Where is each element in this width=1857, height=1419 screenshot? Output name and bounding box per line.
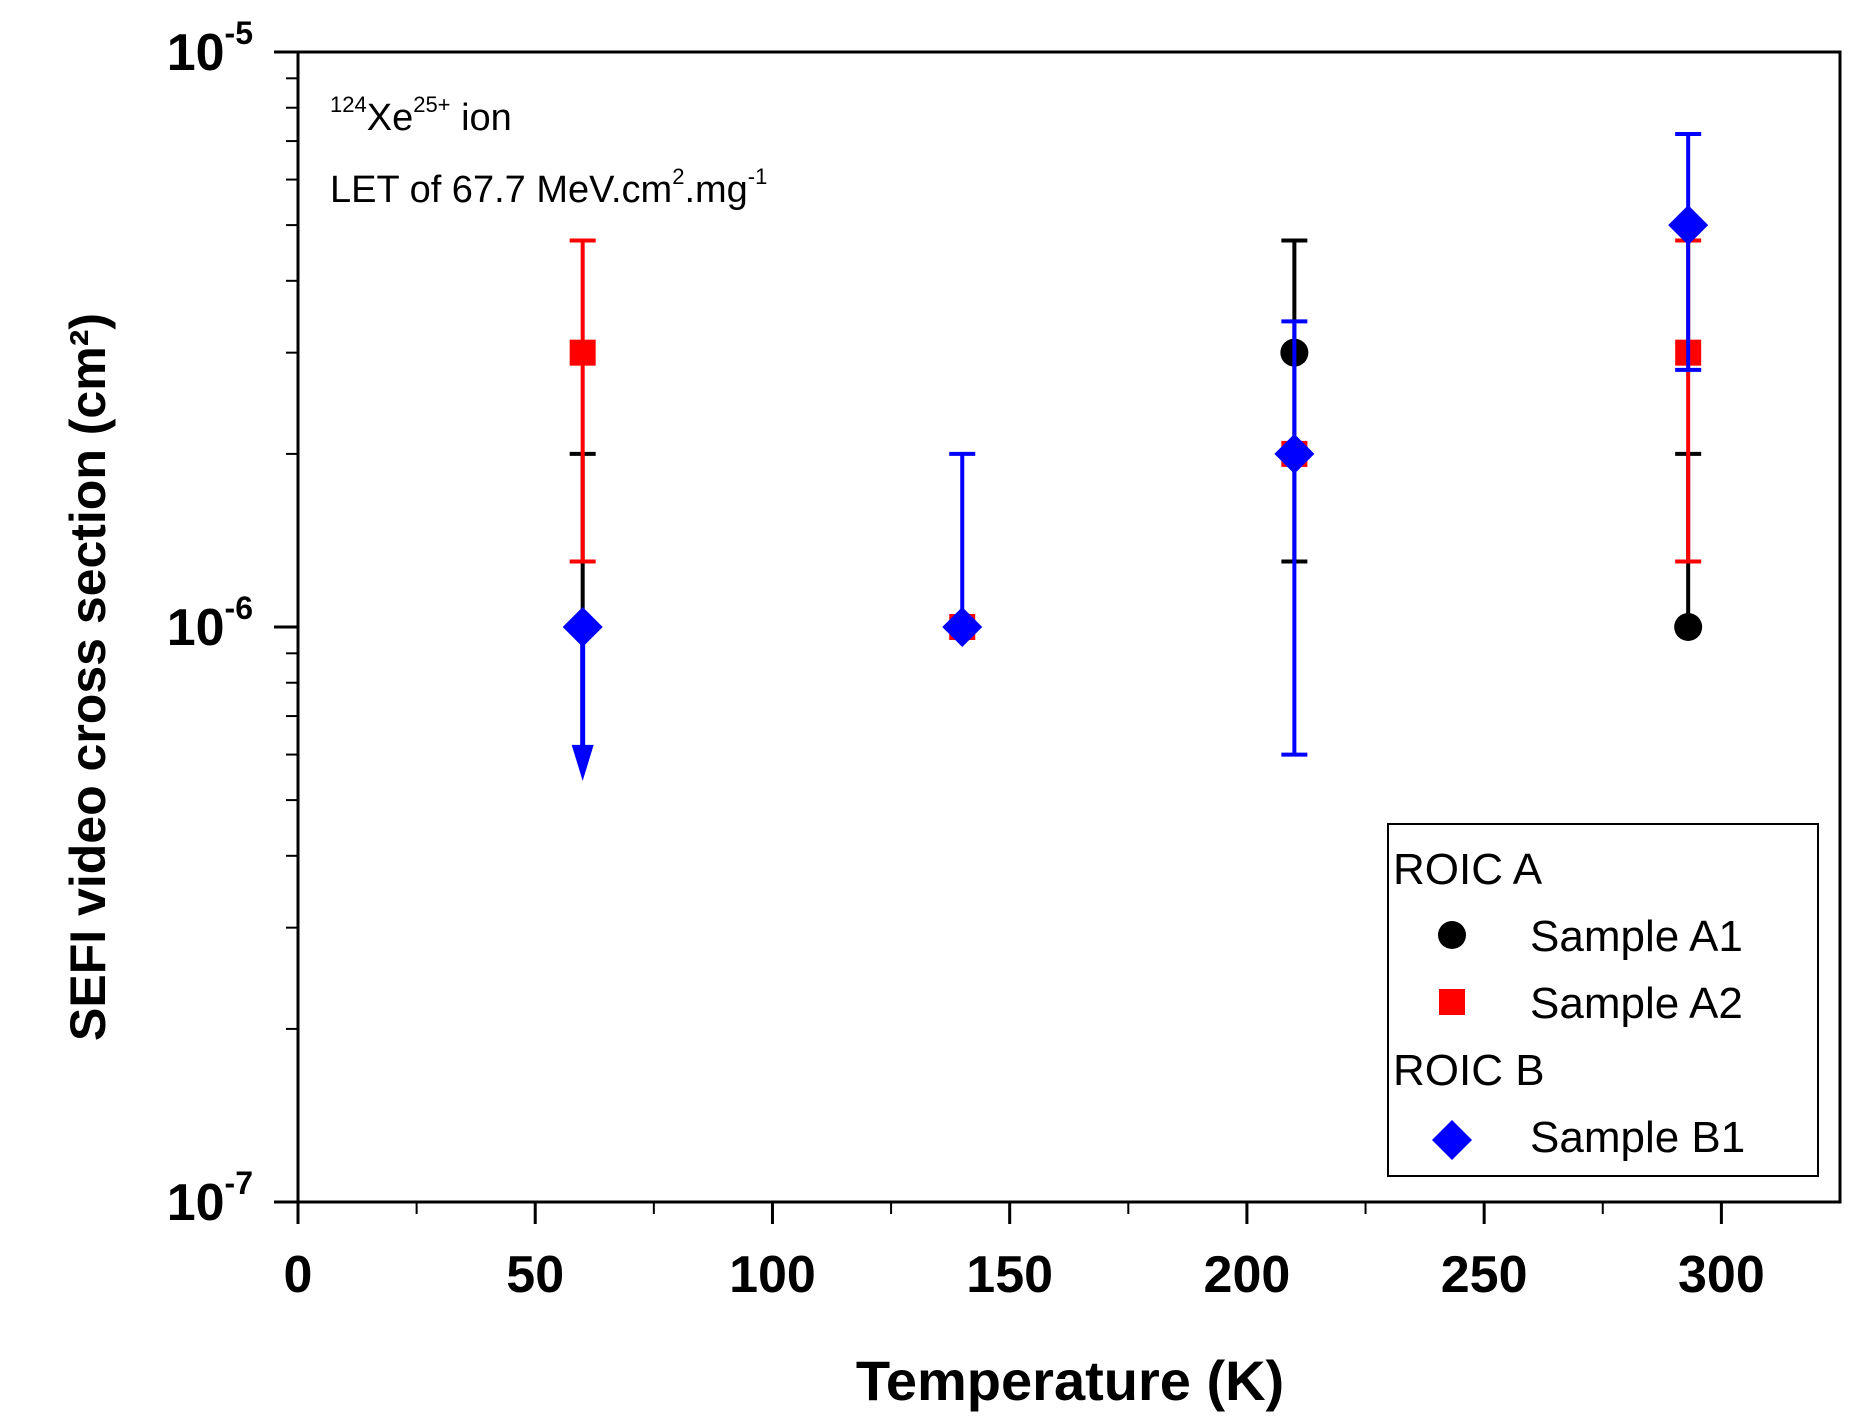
legend-label-sample-a1: Sample A1 <box>1530 912 1743 961</box>
let-mid: .mg <box>684 169 747 211</box>
y-axis: 10-710-610-5 <box>167 15 298 1232</box>
x-axis: 0 50 100 150 200 250 300 <box>284 1202 1765 1304</box>
y-tick-label: 10-6 <box>167 590 253 657</box>
series-sample-a2 <box>569 238 1702 640</box>
y-tick-exponent: -6 <box>225 590 253 626</box>
upper-limit-arrow <box>571 744 594 781</box>
x-tick-label: 250 <box>1441 1246 1528 1304</box>
legend-marker-sample-b1 <box>1432 1120 1472 1160</box>
legend: ROIC A Sample A1 Sample A2 ROIC B Sample… <box>1387 823 1819 1177</box>
legend-marker-sample-a1 <box>1438 921 1466 949</box>
x-tick-label: 0 <box>284 1246 313 1304</box>
legend-group-roic-b: ROIC B <box>1393 1046 1545 1095</box>
x-tick-label: 200 <box>1204 1246 1291 1304</box>
data-point <box>1668 205 1709 246</box>
series-sample-b1 <box>562 132 1709 781</box>
let-exp2: -1 <box>748 164 768 189</box>
y-tick-exponent: -7 <box>225 1165 253 1201</box>
y-tick-label: 10-5 <box>167 15 253 82</box>
legend-marker-sample-a2 <box>1439 989 1465 1015</box>
ion-mass-number: 124 <box>330 92 367 117</box>
ion-symbol: Xe <box>367 97 413 139</box>
series-sample-a1 <box>568 238 1703 641</box>
data-point <box>1674 613 1703 641</box>
let-annotation: LET of 67.7 MeV.cm2.mg-1 <box>330 164 767 211</box>
data-series <box>562 132 1709 781</box>
y-tick-label: 10-7 <box>167 1165 253 1232</box>
ion-annotation: 124Xe25+ ion <box>330 92 512 139</box>
data-point <box>562 607 603 647</box>
legend-label-sample-a2: Sample A2 <box>1530 979 1743 1028</box>
let-exp1: 2 <box>672 164 684 189</box>
x-tick-label: 50 <box>506 1246 564 1304</box>
x-axis-title: Temperature (K) <box>856 1349 1284 1412</box>
ion-charge: 25+ <box>413 92 450 117</box>
data-point <box>569 339 596 366</box>
y-tick-exponent: -5 <box>225 15 253 51</box>
data-point <box>942 607 983 647</box>
ion-suffix: ion <box>451 97 512 139</box>
x-tick-label: 300 <box>1678 1246 1765 1304</box>
y-tick-base: 10 <box>167 1174 225 1232</box>
y-tick-base: 10 <box>167 599 225 657</box>
let-prefix: LET of 67.7 MeV.cm <box>330 169 672 211</box>
legend-label-sample-b1: Sample B1 <box>1530 1113 1745 1162</box>
y-tick-base: 10 <box>167 24 225 82</box>
legend-group-roic-a: ROIC A <box>1393 845 1543 894</box>
x-tick-label: 100 <box>729 1246 816 1304</box>
data-point <box>1274 433 1315 474</box>
x-tick-label: 150 <box>966 1246 1053 1304</box>
y-axis-title: SEFI video cross section (cm²) <box>60 313 116 1041</box>
